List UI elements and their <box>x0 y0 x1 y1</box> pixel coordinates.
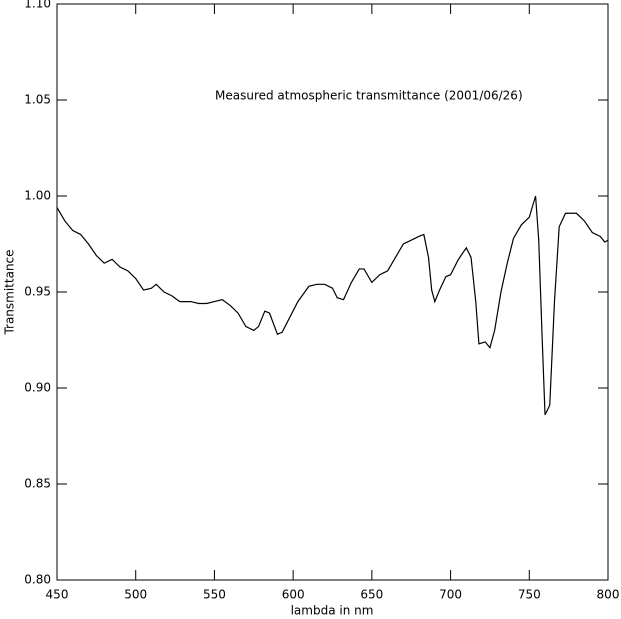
y-tick-label: 1.10 <box>24 0 51 11</box>
y-tick-label: 1.00 <box>24 189 51 203</box>
x-tick-label: 800 <box>597 588 620 602</box>
x-tick-label: 650 <box>360 588 383 602</box>
x-tick-label: 750 <box>518 588 541 602</box>
y-tick-label: 0.85 <box>24 477 51 491</box>
x-tick-label: 450 <box>46 588 69 602</box>
x-tick-label: 600 <box>282 588 305 602</box>
x-tick-label: 700 <box>439 588 462 602</box>
x-tick-label: 500 <box>124 588 147 602</box>
annotation: Measured atmospheric transmittance (2001… <box>215 89 523 103</box>
data-line <box>56 195 609 416</box>
y-tick-label: 0.90 <box>24 381 51 395</box>
y-tick-label: 1.05 <box>24 93 51 107</box>
y-axis-label: Transmittance <box>3 249 17 335</box>
y-tick-label: 0.95 <box>24 285 51 299</box>
x-tick-label: 550 <box>203 588 226 602</box>
y-tick-label: 0.80 <box>24 573 51 587</box>
x-axis-label: lambda in nm <box>291 604 374 618</box>
